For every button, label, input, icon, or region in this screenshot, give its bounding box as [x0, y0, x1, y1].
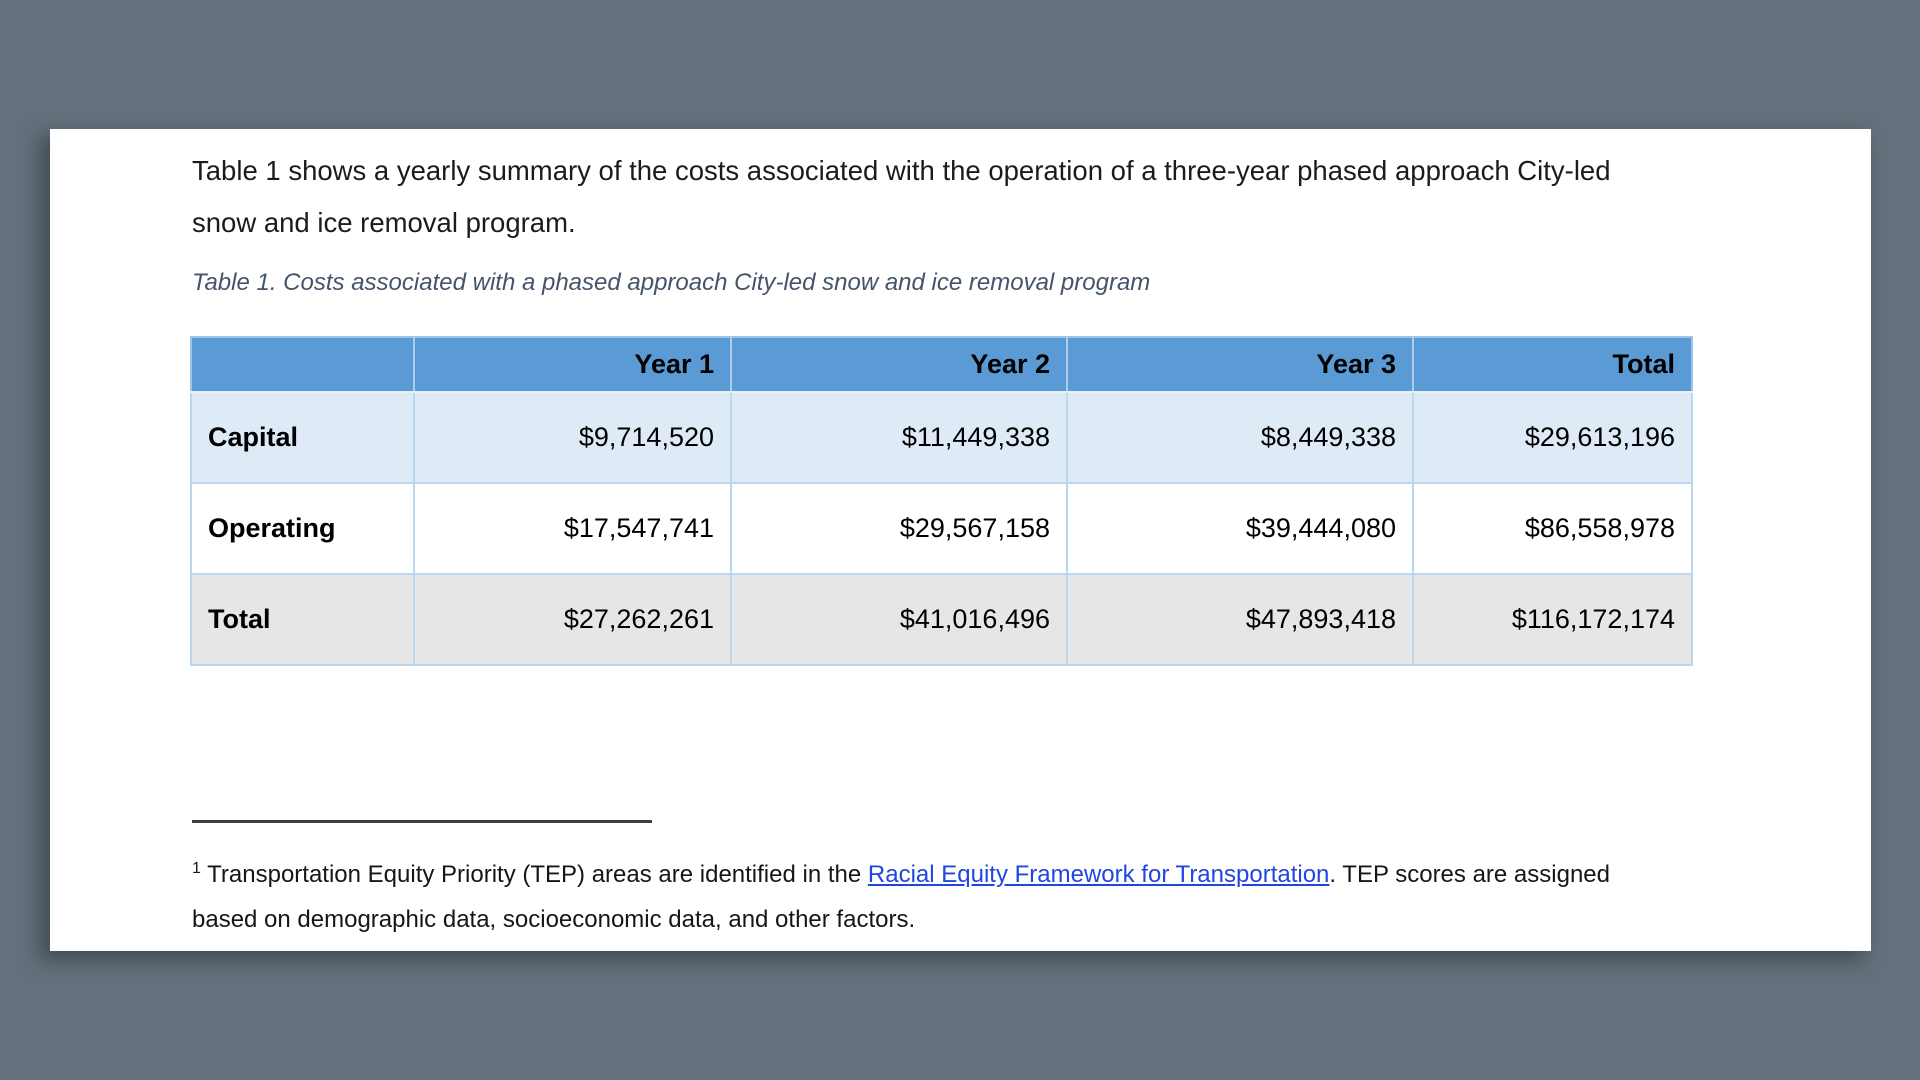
row-label: Capital — [190, 391, 415, 484]
table-caption: Table 1. Costs associated with a phased … — [192, 269, 1151, 296]
table-cell: $27,262,261 — [413, 573, 732, 666]
footnote-marker: 1 — [192, 860, 201, 877]
col-header-total: Total — [1413, 337, 1692, 393]
racial-equity-framework-link[interactable]: Racial Equity Framework for Transportati… — [867, 861, 1330, 888]
col-header-year-2: Year 2 — [731, 337, 1068, 393]
header-row: Year 1 Year 2 Year 3 Total — [191, 337, 1692, 393]
table-cell: $29,567,158 — [730, 482, 1068, 575]
table-cell: $116,172,174 — [1412, 573, 1693, 666]
row-label: Total — [190, 573, 415, 666]
table-cell: $47,893,418 — [1066, 573, 1414, 666]
table-cell: $86,558,978 — [1412, 482, 1693, 575]
table-cell: $39,444,080 — [1066, 482, 1414, 575]
table-cell: $11,449,338 — [730, 391, 1068, 484]
table-row-total: Total $27,262,261 $41,016,496 $47,893,41… — [190, 573, 1693, 666]
table-row-capital: Capital $9,714,520 $11,449,338 $8,449,33… — [190, 391, 1693, 484]
col-header-year-3: Year 3 — [1067, 337, 1414, 393]
table-cell: $17,547,741 — [413, 482, 732, 575]
col-header-year-1: Year 1 — [414, 337, 732, 393]
table-cell: $41,016,496 — [730, 573, 1068, 666]
table-row-operating: Operating $17,547,741 $29,567,158 $39,44… — [190, 482, 1693, 575]
table-cell: $29,613,196 — [1412, 391, 1693, 484]
row-label: Operating — [190, 482, 415, 575]
footnote-text-before: Transportation Equity Priority (TEP) are… — [200, 861, 868, 888]
footnote-separator — [192, 820, 652, 823]
table-cell: $8,449,338 — [1066, 391, 1414, 484]
cost-summary-table: Year 1 Year 2 Year 3 Total Capital $9,71… — [190, 336, 1693, 666]
intro-paragraph: Table 1 shows a yearly summary of the co… — [192, 155, 1611, 238]
footnote-text-after: . TEP scores are assigned based on demog… — [192, 861, 1610, 933]
footnote: 1 Transportation Equity Priority (TEP) a… — [192, 852, 1637, 942]
table-cell: $9,714,520 — [413, 391, 732, 484]
document-page: Table 1 shows a yearly summary of the co… — [50, 129, 1871, 951]
col-header-blank — [191, 337, 415, 393]
